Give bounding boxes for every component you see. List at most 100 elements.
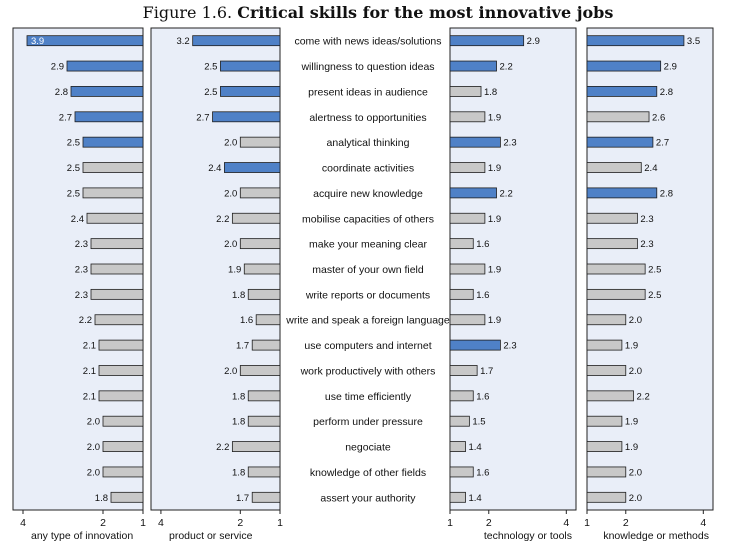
bar-use-time-efficiently [247, 390, 281, 402]
value-label: 2.9 [527, 36, 540, 47]
value-label: 1.5 [472, 417, 485, 428]
category-labels: come with news ideas/solutions willingnes… [285, 36, 450, 505]
bar-assert-your-authority [586, 491, 627, 503]
chart-title: Figure 1.6. Critical skills for the most… [0, 3, 756, 22]
bar-use-computers-and-internet [449, 339, 501, 351]
bar-perform-under-pressure [247, 415, 281, 427]
value-label: 2.0 [224, 138, 237, 149]
bar-coordinate-activities [82, 162, 144, 173]
bar-knowledge-of-other-fields [102, 466, 144, 478]
bar-acquire-new-knowledge [586, 187, 658, 199]
bar-analytical-thinking [82, 136, 144, 148]
bar-acquire-new-knowledge [82, 187, 144, 199]
bar-willingness-to-question-ideas [66, 60, 144, 72]
value-label: 2.1 [83, 366, 96, 377]
bar-willingness-to-question-ideas [449, 60, 497, 72]
value-label: 2.5 [648, 265, 661, 276]
category-label: write reports or documents [305, 289, 430, 301]
value-label: 2.0 [87, 442, 100, 453]
panel-label: any type of innovation [31, 530, 133, 542]
bar-master-of-your-own-field [90, 263, 144, 275]
bar-assert-your-authority [251, 491, 281, 503]
bar-master-of-your-own-field [586, 263, 646, 275]
bar-write-and-speak-a-foreign-language [586, 314, 627, 326]
value-label: 2.5 [204, 62, 217, 73]
tick-label: 2 [486, 517, 492, 529]
chart-title-main: Critical skills for the most innovative … [237, 3, 614, 22]
bar-use-time-efficiently [586, 390, 634, 402]
value-label: 2.5 [67, 163, 80, 174]
value-label: 2.2 [216, 442, 229, 453]
bar-work-productively-with-others [98, 365, 144, 376]
category-label: perform under pressure [313, 416, 423, 428]
value-label: 2.7 [196, 112, 209, 123]
bar-come-with-news-ideas-solutions [26, 35, 144, 47]
value-label: 2.0 [629, 315, 642, 326]
bar-analytical-thinking [449, 136, 501, 148]
bar-perform-under-pressure [449, 415, 470, 427]
bar-write-reports-or-documents [586, 288, 646, 300]
bar-come-with-news-ideas-solutions [586, 35, 685, 47]
category-label: negociate [345, 442, 391, 454]
value-label: 1.8 [232, 391, 245, 402]
value-label: 1.7 [236, 493, 249, 504]
value-label: 1.8 [484, 87, 497, 98]
bar-write-reports-or-documents [90, 288, 144, 300]
value-label: 2.0 [629, 493, 642, 504]
bar-present-ideas-in-audience [586, 86, 658, 97]
value-label: 1.9 [488, 315, 501, 326]
value-label: 2.2 [79, 315, 92, 326]
category-label: alertness to opportunities [309, 112, 426, 124]
bar-make-your-meaning-clear [586, 238, 638, 250]
bar-use-computers-and-internet [251, 339, 281, 351]
value-label: 2.2 [500, 188, 513, 199]
value-label: 1.8 [232, 417, 245, 428]
category-label: write and speak a foreign language [285, 315, 450, 327]
bar-acquire-new-knowledge [239, 187, 281, 199]
bar-write-and-speak-a-foreign-language [94, 314, 144, 326]
bar-knowledge-of-other-fields [449, 466, 474, 478]
value-label: 1.9 [625, 341, 638, 352]
value-label: 2.4 [208, 163, 221, 174]
bar-mobilise-capacities-of-others [231, 212, 281, 224]
bar-negociate [102, 441, 144, 452]
bar-write-reports-or-documents [247, 288, 281, 300]
category-label: mobilise capacities of others [302, 213, 434, 225]
panel-label: technology or tools [484, 530, 572, 542]
value-label: 1.7 [480, 366, 493, 377]
tick-label: 1 [140, 517, 146, 529]
bar-present-ideas-in-audience [449, 86, 482, 97]
category-label: use computers and internet [304, 340, 431, 352]
bar-willingness-to-question-ideas [220, 60, 281, 72]
bar-negociate [231, 441, 281, 452]
category-label: analytical thinking [327, 137, 410, 149]
panel-label: product or service [169, 530, 253, 542]
value-label: 2.1 [83, 391, 96, 402]
bar-assert-your-authority [110, 491, 144, 503]
tick-label: 4 [563, 517, 569, 529]
tick-label: 2 [100, 517, 106, 529]
value-label: 2.7 [59, 112, 72, 123]
category-label: assert your authority [320, 492, 416, 504]
bar-knowledge-of-other-fields [247, 466, 281, 478]
value-label: 2.3 [75, 239, 88, 250]
value-label: 1.7 [236, 341, 249, 352]
value-label: 1.6 [476, 391, 489, 402]
value-label: 2.3 [640, 214, 653, 225]
bar-use-computers-and-internet [98, 339, 144, 351]
bar-present-ideas-in-audience [70, 86, 144, 97]
value-label: 2.0 [87, 467, 100, 478]
tick-label: 1 [277, 517, 283, 529]
category-label: knowledge of other fields [310, 467, 426, 479]
bar-make-your-meaning-clear [449, 238, 474, 250]
panel-knowledge-or-methods: 3.5 2.9 2.8 2.6 2.7 2.4 2.8 2.3 2.3 2.5 2.5 2.0 1.9 2… [584, 27, 714, 542]
tick-label: 2 [237, 517, 243, 529]
bar-willingness-to-question-ideas [586, 60, 662, 72]
value-label: 1.4 [469, 493, 482, 504]
bar-alertness-to-opportunities [74, 111, 144, 123]
category-label: make your meaning clear [309, 239, 427, 251]
bar-mobilise-capacities-of-others [586, 212, 638, 224]
value-label: 2.0 [224, 188, 237, 199]
bar-use-time-efficiently [449, 390, 474, 402]
